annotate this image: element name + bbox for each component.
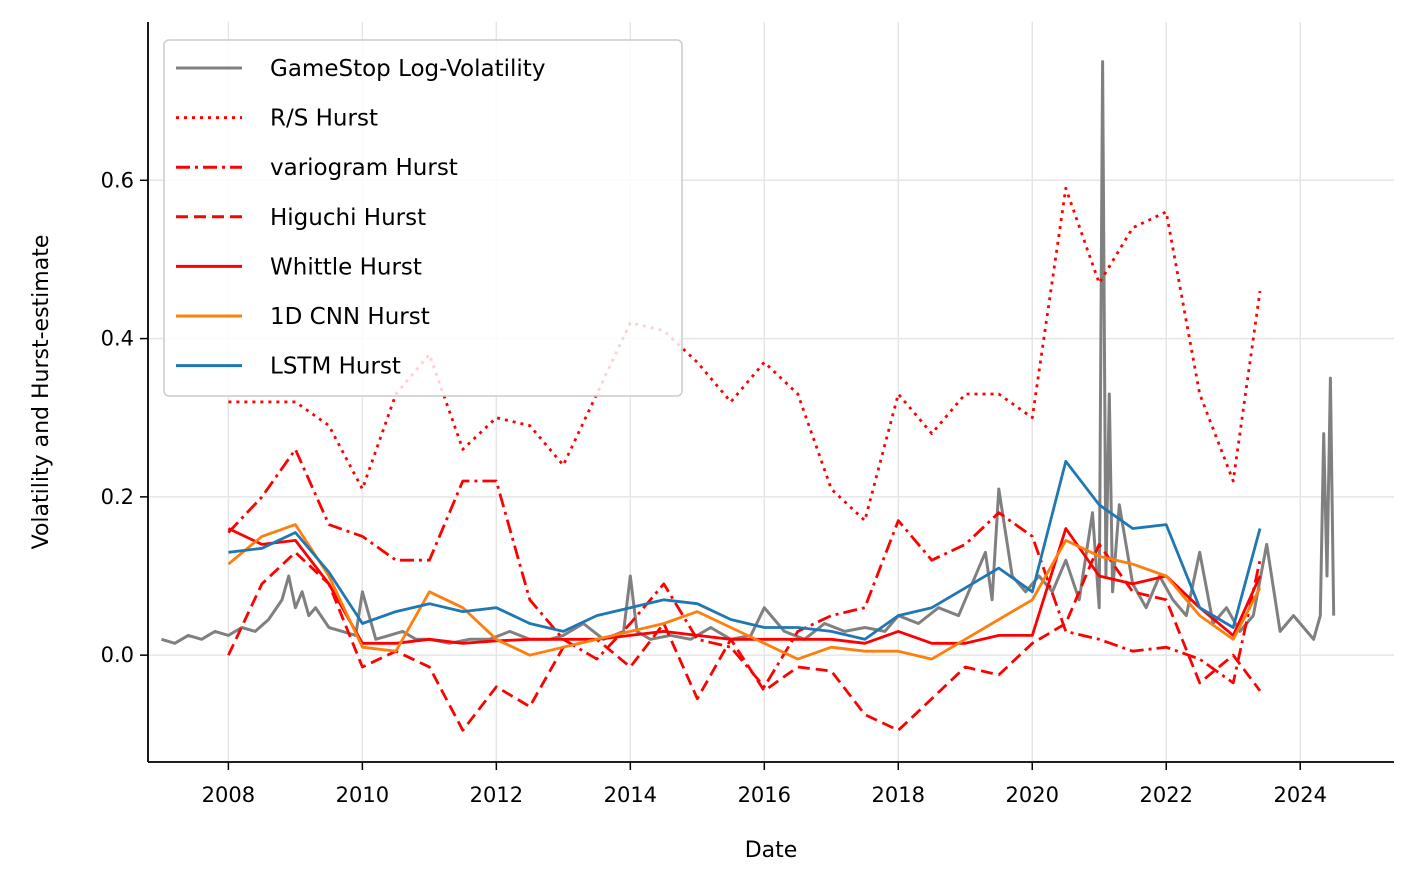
y-axis-label: Volatility and Hurst-estimate [29,235,54,550]
x-tick-label: 2018 [872,783,925,807]
plot-series [160,60,1336,732]
y-tick-label: 0.2 [101,485,134,509]
y-tick-label: 0.4 [101,327,134,351]
x-tick-label: 2012 [470,783,523,807]
x-tick-label: 2014 [604,783,657,807]
legend-label: LSTM Hurst [270,354,401,380]
legend: GameStop Log-Volatility R/S Hurst variogra… [163,39,683,397]
series-line-higuchi-hurst [227,543,1262,732]
x-tick-label: 2010 [336,783,389,807]
legend-box [163,39,683,397]
legend-label: variogram Hurst [270,155,458,181]
legend-label: Higuchi Hurst [270,205,426,231]
axes [147,22,1394,763]
x-tick-label: 2016 [738,783,791,807]
x-tick-label: 2020 [1006,783,1059,807]
x-tick-label: 2008 [202,783,255,807]
series-line-lstm-hurst [228,459,1262,641]
legend-label: GameStop Log-Volatility [270,56,545,82]
legend-label: 1D CNN Hurst [270,304,430,330]
legend-label: Whittle Hurst [270,254,422,280]
y-tick-label: 0.0 [101,643,134,667]
x-axis-label: Date [745,838,798,863]
x-tick-label: 2022 [1140,783,1193,807]
series-line-1d-cnn-hurst [227,523,1262,661]
y-tick-label: 0.6 [101,168,134,192]
series-line-gamestop-log-volatility [160,60,1336,645]
x-tick-label: 2024 [1273,783,1326,807]
ticks: 2008 2010 2012 2014 2016 2018 2020 2022 2024 0.0 0… [101,168,1327,807]
legend-label: R/S Hurst [270,106,378,132]
